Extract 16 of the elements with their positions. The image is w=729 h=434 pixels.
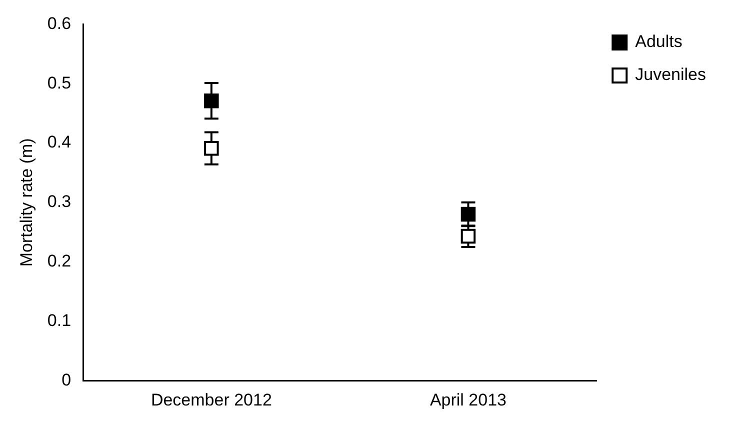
y-tick-label: 0.2 [47, 251, 72, 270]
legend-label: Adults [635, 32, 682, 52]
legend-label: Juveniles [635, 65, 706, 84]
y-tick-label: 0 [62, 370, 72, 390]
x-tick-label: April 2013 [430, 390, 507, 410]
point [204, 140, 219, 156]
y-tick-label: 0.1 [47, 310, 72, 330]
y-tick-label: 0.4 [47, 132, 72, 152]
point [204, 93, 219, 108]
y-tick-label: 0.6 [47, 14, 72, 33]
y-tick-label: 0.3 [47, 192, 72, 212]
x-tick-label: December 2012 [150, 390, 272, 410]
point [460, 206, 476, 222]
y-axis-title: Mortality rate (m) [16, 138, 36, 267]
y-tick-label: 0.5 [47, 73, 72, 92]
point [460, 228, 476, 244]
